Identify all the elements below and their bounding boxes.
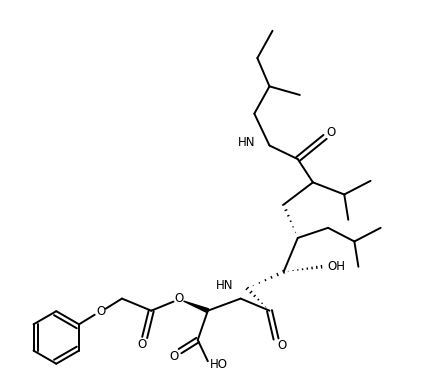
Text: O: O bbox=[137, 338, 147, 351]
Text: O: O bbox=[326, 126, 336, 139]
Text: O: O bbox=[277, 339, 287, 352]
Text: HO: HO bbox=[210, 358, 228, 371]
Polygon shape bbox=[184, 301, 209, 312]
Text: HN: HN bbox=[215, 279, 233, 292]
Text: O: O bbox=[169, 350, 178, 363]
Text: O: O bbox=[96, 305, 105, 318]
Text: OH: OH bbox=[328, 260, 346, 273]
Text: HN: HN bbox=[238, 136, 256, 149]
Text: O: O bbox=[174, 292, 183, 305]
